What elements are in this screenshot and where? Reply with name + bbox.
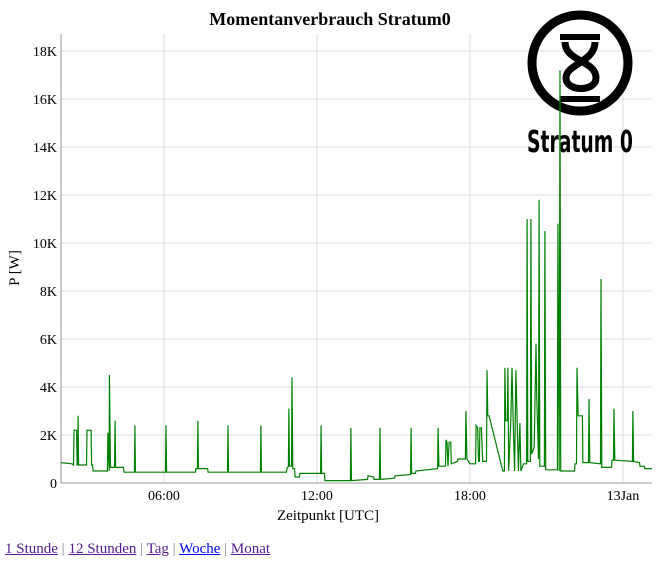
series-line bbox=[60, 70, 652, 482]
link-separator: | bbox=[168, 541, 180, 557]
y-tick-label: 2K bbox=[40, 429, 57, 444]
x-axis-label: Zeitpunkt [UTC] bbox=[277, 508, 379, 524]
y-tick-label: 4K bbox=[40, 381, 57, 396]
axes: 0 2K 4K 6K 8K 10K 12K 14K 16K 18K 06:00 12:00 18:00 1… bbox=[33, 34, 652, 504]
y-tick-label: 14K bbox=[33, 141, 57, 156]
link-separator: | bbox=[57, 541, 69, 557]
y-tick-label: 6K bbox=[40, 333, 57, 348]
y-axis-label: P [W] bbox=[7, 250, 23, 286]
x-tick-label: 06:00 bbox=[148, 489, 180, 504]
chart-title: Momentanverbrauch Stratum0 bbox=[209, 9, 450, 29]
stratum0-logo: Stratum 0 bbox=[527, 10, 633, 160]
range-link-monat[interactable]: Monat bbox=[230, 541, 271, 557]
range-link-woche[interactable]: Woche bbox=[179, 541, 221, 557]
range-link-12-stunden[interactable]: 12 Stunden bbox=[68, 541, 137, 557]
x-tick-label: 12:00 bbox=[301, 489, 333, 504]
y-tick-label: 0 bbox=[50, 477, 57, 492]
range-link-1-stunde[interactable]: 1 Stunde bbox=[5, 541, 58, 557]
link-separator: | bbox=[136, 541, 147, 557]
link-separator: | bbox=[220, 541, 231, 557]
x-tick-label: 13Jan bbox=[607, 489, 640, 504]
grid bbox=[61, 34, 652, 483]
x-tick-label: 18:00 bbox=[454, 489, 486, 504]
y-tick-label: 8K bbox=[40, 285, 57, 300]
range-link-tag[interactable]: Tag bbox=[146, 541, 169, 557]
y-tick-label: 12K bbox=[33, 189, 57, 204]
power-chart: Momentanverbrauch Stratum0 Stratum 0 0 2K… bbox=[7, 9, 652, 524]
logo-text: Stratum 0 bbox=[527, 125, 633, 160]
y-tick-label: 18K bbox=[33, 45, 57, 60]
time-range-links: 1 Stunde | 12 Stunden | Tag | Woche | Mo… bbox=[5, 541, 270, 558]
y-tick-label: 16K bbox=[33, 93, 57, 108]
y-tick-label: 10K bbox=[33, 237, 57, 252]
